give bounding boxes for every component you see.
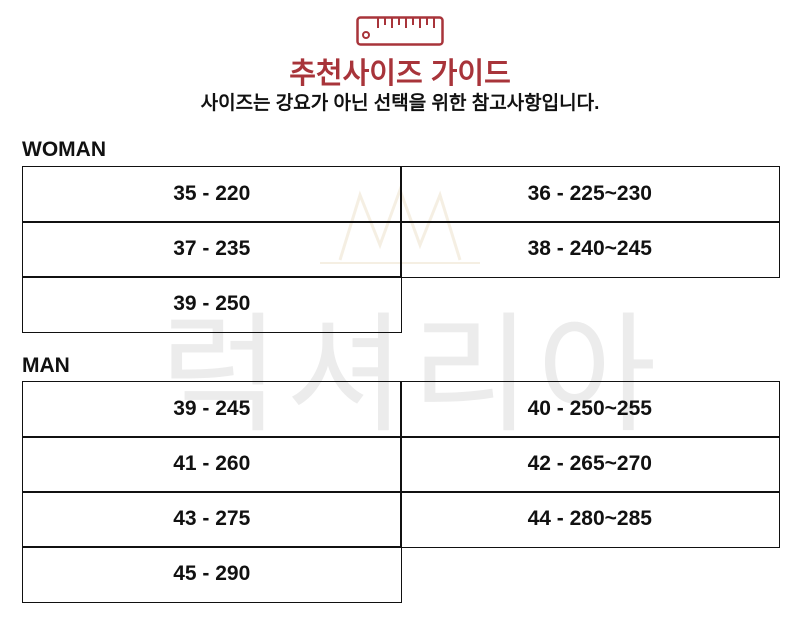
woman-label: WOMAN — [22, 138, 106, 161]
page-title: 추천사이즈 가이드 — [289, 58, 511, 90]
size-cell: 40 - 250~255 — [400, 381, 780, 438]
size-cell: 37 - 235 — [22, 221, 402, 278]
size-cell: 41 - 260 — [22, 436, 402, 493]
watermark-logo: 럭셔리아 — [160, 299, 663, 451]
size-cell: 38 - 240~245 — [400, 221, 780, 278]
size-cell: 45 - 290 — [22, 546, 402, 603]
size-cell: 35 - 220 — [22, 166, 402, 223]
page-subtitle: 사이즈는 강요가 아닌 선택을 위한 참고사항입니다. — [200, 93, 600, 114]
ruler-icon — [356, 16, 444, 46]
size-cell: 42 - 265~270 — [400, 436, 780, 493]
size-cell: 43 - 275 — [22, 491, 402, 548]
size-cell: 39 - 250 — [22, 276, 402, 333]
man-size-table: 39 - 245 40 - 250~255 41 - 260 42 - 265~270… — [22, 381, 780, 603]
woman-size-table: 35 - 220 36 - 225~230 37 - 235 38 - 240~245… — [22, 166, 780, 333]
size-cell: 36 - 225~230 — [400, 166, 780, 223]
size-cell: 39 - 245 — [22, 381, 402, 438]
size-cell: 44 - 280~285 — [400, 491, 780, 548]
man-label: MAN — [22, 354, 70, 377]
